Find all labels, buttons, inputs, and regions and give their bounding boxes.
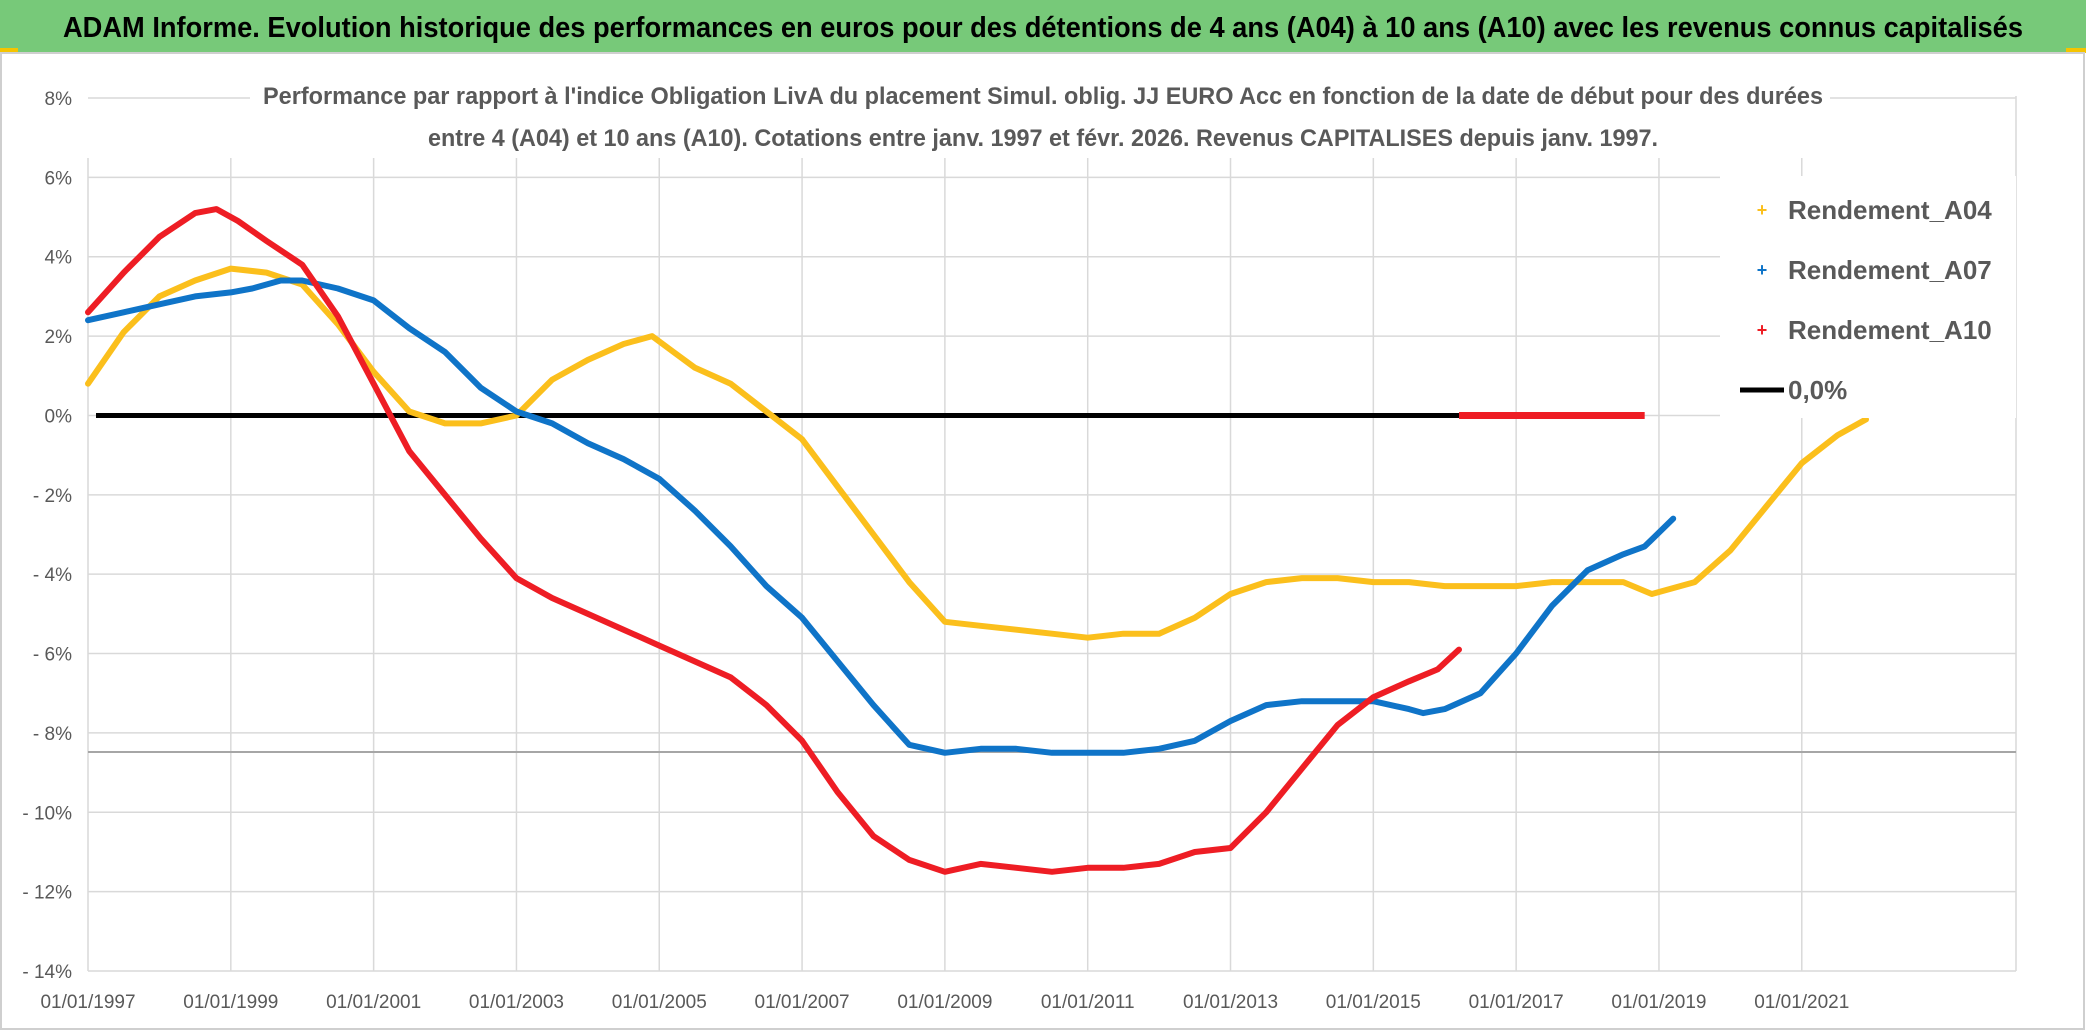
chart-title-line-2: entre 4 (A04) et 10 ans (A10). Cotations… (428, 125, 1658, 152)
header-accent-left (0, 48, 18, 53)
x-tick-label: 01/01/2017 (1469, 992, 1564, 1013)
header-title: ADAM Informe. Evolution historique des p… (63, 12, 2023, 44)
legend-item-a07: + Rendement_A07 (1757, 255, 1992, 285)
legend-marker-a04: + (1757, 200, 1768, 220)
x-tick-label: 01/01/2001 (326, 992, 421, 1013)
legend-marker-a10: + (1757, 320, 1768, 340)
x-tick-label: 01/01/2021 (1754, 992, 1849, 1013)
legend-label-a07: Rendement_A07 (1788, 255, 1992, 285)
y-tick-label: 2% (45, 327, 73, 348)
legend-label-a04: Rendement_A04 (1788, 195, 1992, 225)
series-layer (85, 206, 1869, 875)
x-tick-label: 01/01/2015 (1326, 992, 1421, 1013)
y-tick-label: - 12% (22, 883, 72, 904)
legend-bg (1720, 176, 2016, 418)
legend-item-zero: 0,0% (1740, 375, 1847, 405)
y-tick-label: - 2% (33, 486, 72, 507)
y-tick-label: 4% (45, 248, 73, 269)
x-tick-label: 01/01/2007 (755, 992, 850, 1013)
x-tick-label: 01/01/2019 (1611, 992, 1706, 1013)
header-accent-right (2066, 48, 2086, 53)
y-tick-label: - 14% (22, 962, 72, 983)
y-tick-label: 0% (45, 406, 73, 427)
x-tick-label: 01/01/2011 (1041, 992, 1135, 1013)
series-line-rendement-a10 (85, 206, 1462, 875)
plot-frame (0, 52, 2085, 1030)
x-tick-label: 01/01/1999 (183, 992, 278, 1013)
legend-label-a10: Rendement_A10 (1788, 315, 1992, 345)
legend: + Rendement_A04 + Rendement_A07 + Rendem… (1720, 176, 2016, 418)
x-tick-label: 01/01/2013 (1183, 992, 1278, 1013)
legend-item-a10: + Rendement_A10 (1757, 315, 1992, 345)
x-tick-label: 01/01/1997 (40, 992, 135, 1013)
header-band (0, 0, 2086, 52)
y-tick-label: - 8% (33, 724, 72, 745)
y-tick-label: 6% (45, 168, 73, 189)
x-tick-label: 01/01/2009 (897, 992, 992, 1013)
chart-title-line-1: Performance par rapport à l'indice Oblig… (263, 83, 1823, 110)
series-line-rendement-a04 (85, 265, 1869, 641)
y-tick-label: - 6% (33, 645, 72, 666)
legend-label-zero: 0,0% (1788, 375, 1847, 405)
legend-item-a04: + Rendement_A04 (1757, 195, 1993, 225)
y-tick-label: 8% (45, 89, 73, 110)
legend-marker-a07: + (1757, 260, 1768, 280)
y-tick-label: - 10% (22, 803, 72, 824)
x-tick-label: 01/01/2003 (469, 992, 564, 1013)
x-axis-tick-labels: 01/01/1997 01/01/1999 01/01/2001 01/01/2003… (40, 992, 1849, 1013)
x-tick-label: 01/01/2005 (612, 992, 707, 1013)
chart-title-bg (250, 74, 1830, 156)
y-tick-label: - 4% (33, 565, 72, 586)
series-line-rendement-a07 (85, 277, 1677, 756)
y-axis-tick-labels: 8% 6% 4% 2% 0% - 2% - 4% - 6% - 8% - 10% - 12% - 14… (22, 89, 72, 983)
